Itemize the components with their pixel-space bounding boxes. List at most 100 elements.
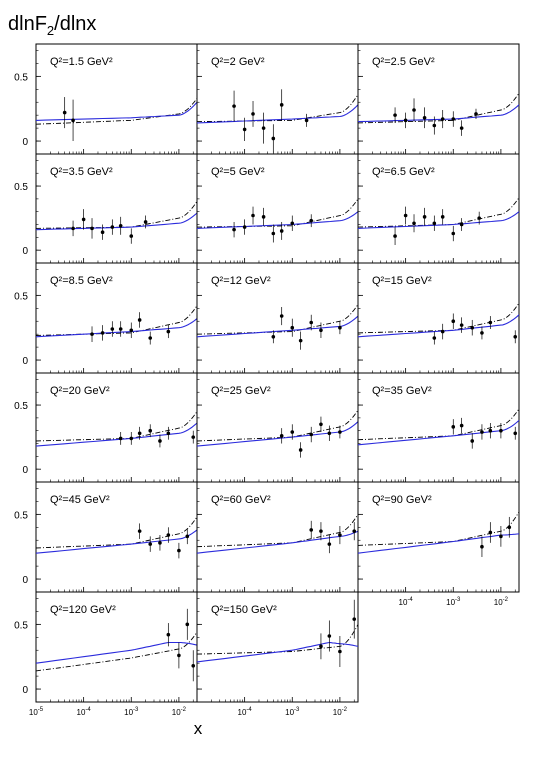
data-point bbox=[191, 435, 196, 439]
panel-7: Q²=8.5 GeV² 0 0.5 bbox=[14, 262, 198, 374]
panel-label: Q²=25 GeV² bbox=[211, 385, 271, 397]
panel-label: Q²=120 GeV² bbox=[50, 604, 116, 616]
data-point bbox=[137, 431, 142, 436]
y-tick-label: 0.5 bbox=[14, 620, 28, 631]
panel-5: Q²=5 GeV² bbox=[196, 153, 359, 264]
panel-label: Q²=12 GeV² bbox=[211, 275, 271, 287]
data-point bbox=[327, 634, 332, 638]
data-point bbox=[242, 225, 247, 229]
panel-13: Q²=45 GeV² 0 0.5 bbox=[14, 481, 198, 593]
data-point bbox=[251, 213, 255, 218]
panel-grid: Q²=1.5 GeV² 0 0.5 Q²=2 GeV² Q²=2.5 GeV² Q²=3.… bbox=[14, 43, 520, 717]
panel-label: Q²=2 GeV² bbox=[211, 56, 265, 68]
curve-solid bbox=[35, 422, 198, 447]
curve-dashdot bbox=[196, 514, 359, 548]
curve-dashdot bbox=[35, 305, 198, 336]
data-point bbox=[118, 327, 123, 331]
data-point bbox=[118, 436, 123, 441]
panel-frame bbox=[357, 481, 520, 593]
data-point bbox=[440, 215, 445, 219]
panel-17: Q²=150 GeV² 10-4 10-3 10-2 bbox=[196, 591, 359, 717]
curve-dashdot bbox=[196, 94, 359, 123]
curve-dashdot bbox=[196, 409, 359, 442]
data-point bbox=[129, 328, 134, 333]
data-point bbox=[148, 542, 153, 546]
data-point bbox=[62, 110, 67, 115]
data-point bbox=[309, 218, 314, 223]
data-point bbox=[279, 229, 284, 233]
curve-solid bbox=[196, 641, 359, 663]
panel-6: Q²=6.5 GeV² bbox=[357, 153, 520, 264]
curve-dashdot bbox=[196, 304, 359, 335]
panel-label: Q²=35 GeV² bbox=[372, 385, 432, 397]
data-point bbox=[393, 234, 397, 238]
panel-15: Q²=90 GeV² 10-4 10-3 10-2 bbox=[357, 481, 520, 607]
data-point bbox=[451, 117, 456, 121]
curve-dashdot bbox=[35, 631, 198, 672]
data-point bbox=[480, 331, 484, 335]
curve-solid bbox=[357, 104, 520, 123]
x-tick-label: 10-3 bbox=[285, 707, 300, 717]
data-point bbox=[403, 118, 408, 123]
data-point bbox=[129, 436, 134, 441]
data-point bbox=[352, 617, 357, 621]
data-point bbox=[158, 439, 162, 443]
data-point bbox=[513, 334, 518, 339]
data-point bbox=[477, 216, 481, 220]
data-point bbox=[129, 234, 134, 238]
panel-label: Q²=60 GeV² bbox=[211, 494, 271, 506]
x-tick-label: 10-4 bbox=[399, 597, 414, 607]
data-point bbox=[290, 325, 295, 330]
data-point bbox=[309, 320, 314, 325]
data-point bbox=[90, 226, 94, 231]
curve-dashdot bbox=[357, 511, 520, 546]
data-point bbox=[412, 108, 416, 112]
curve-solid bbox=[357, 419, 520, 446]
data-point bbox=[271, 334, 276, 339]
curve-dashdot bbox=[35, 411, 198, 442]
data-point bbox=[459, 222, 464, 227]
data-point bbox=[279, 103, 284, 107]
data-point bbox=[309, 432, 314, 437]
data-point bbox=[480, 544, 484, 549]
data-point bbox=[158, 541, 162, 545]
panel-frame bbox=[196, 591, 359, 703]
panel-8: Q²=12 GeV² bbox=[196, 262, 359, 374]
curve-solid bbox=[196, 421, 359, 447]
data-point bbox=[470, 325, 475, 330]
data-point bbox=[166, 533, 171, 537]
data-point bbox=[422, 115, 427, 120]
data-point bbox=[432, 336, 437, 340]
data-point bbox=[459, 126, 464, 130]
x-tick-label: 10-5 bbox=[29, 707, 44, 717]
data-point bbox=[71, 118, 75, 123]
data-point bbox=[319, 328, 323, 333]
data-point bbox=[251, 112, 255, 116]
data-point bbox=[432, 221, 437, 226]
curve-dashdot bbox=[196, 624, 359, 655]
data-point bbox=[327, 542, 332, 546]
data-point bbox=[440, 117, 445, 121]
panel-label: Q²=6.5 GeV² bbox=[372, 166, 435, 178]
data-point bbox=[422, 215, 427, 219]
x-tick-label: 10-3 bbox=[446, 597, 461, 607]
data-point bbox=[451, 231, 456, 236]
data-point bbox=[90, 332, 94, 336]
data-point bbox=[393, 113, 397, 117]
x-tick-label: 10-2 bbox=[494, 597, 509, 607]
data-point bbox=[309, 528, 314, 532]
y-tick-label: 0.5 bbox=[14, 401, 28, 412]
curve-dashdot bbox=[357, 302, 520, 334]
panel-10: Q²=20 GeV² 0 0.5 bbox=[14, 372, 198, 483]
panel-label: Q²=15 GeV² bbox=[372, 275, 432, 287]
data-point bbox=[279, 434, 284, 438]
data-point bbox=[118, 224, 123, 228]
panel-label: Q²=150 GeV² bbox=[211, 604, 277, 616]
panel-9: Q²=15 GeV² bbox=[357, 262, 520, 374]
data-point bbox=[412, 221, 416, 226]
panel-11: Q²=25 GeV² bbox=[196, 372, 359, 483]
y-axis-title: dlnF2/dlnx bbox=[8, 13, 96, 38]
data-point bbox=[338, 533, 342, 537]
data-point bbox=[432, 123, 437, 128]
data-point bbox=[261, 126, 266, 130]
